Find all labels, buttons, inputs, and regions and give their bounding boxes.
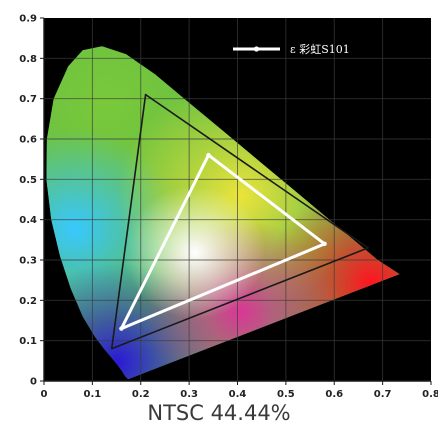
y-tick-label: 0.1	[19, 336, 37, 347]
caption-layer: NTSC 44.44%	[147, 401, 290, 425]
gamut-triangle-s101	[119, 153, 327, 331]
x-tick-label: 0.8	[422, 389, 438, 400]
x-tick-label: 0.3	[180, 389, 198, 400]
x-tick-label: 0	[41, 389, 48, 400]
y-tick-label: 0.7	[19, 94, 37, 105]
series-layer	[110, 93, 369, 350]
x-tick-label: 0.7	[374, 389, 392, 400]
legend-label: ε 彩虹S101	[290, 43, 350, 56]
gamut-vertex-point	[119, 326, 124, 331]
gamut-vertex-point	[110, 347, 113, 350]
gamut-vertex-point	[322, 241, 327, 247]
y-tick-label: 0.4	[19, 215, 37, 226]
y-tick-label: 0.6	[19, 135, 37, 146]
y-tick-label: 0.8	[19, 54, 37, 65]
y-tick-label: 0.3	[19, 256, 37, 267]
gamut-vertex-point	[144, 93, 147, 96]
y-tick-label: 0.2	[19, 296, 37, 307]
x-tick-label: 0.1	[84, 389, 102, 400]
chart-caption: NTSC 44.44%	[147, 401, 290, 425]
y-tick-label: 0	[30, 377, 37, 388]
gamut-vertex-point	[206, 152, 211, 158]
y-tick-label: 0.9	[19, 14, 37, 25]
gamut-triangle-ntsc	[110, 93, 369, 350]
legend: ε 彩虹S101	[233, 43, 350, 56]
x-tick-label: 0.6	[325, 389, 343, 400]
legend-point-marker	[253, 46, 260, 52]
x-tick-label: 0.5	[277, 389, 295, 400]
x-tick-label: 0.4	[229, 389, 247, 400]
y-tick-label: 0.5	[19, 175, 37, 186]
x-tick-label: 0.2	[132, 389, 150, 400]
axes: 0 0.1 0.2 0.3 0.4 0.5 0.6 0.7 0.8 0 0.1 0.2 0.3 0.4 0.…	[19, 14, 438, 401]
gamut-vertex-point	[367, 247, 369, 249]
